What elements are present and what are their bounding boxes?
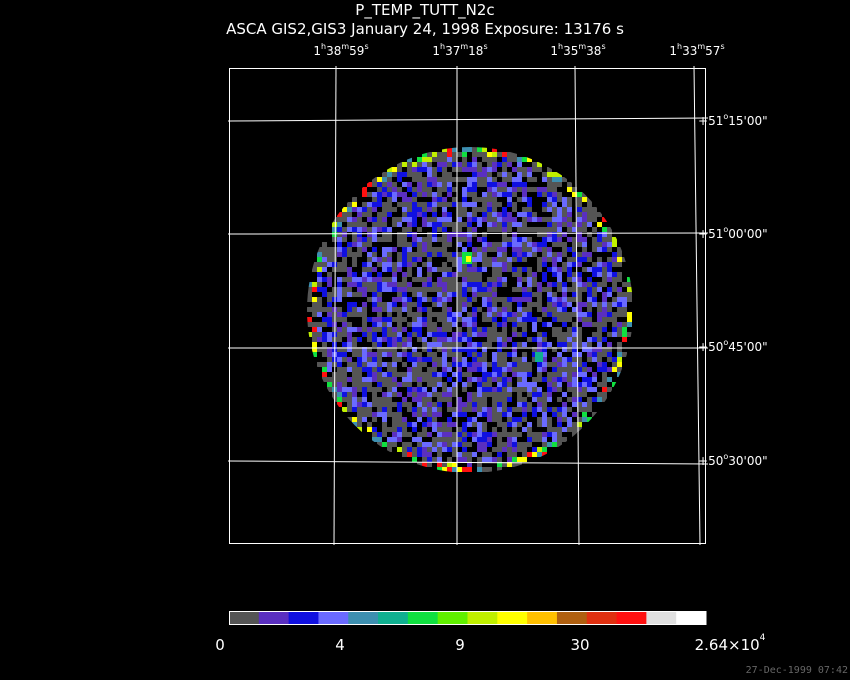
dec-label-2: +51o00'00" — [698, 225, 768, 241]
colorbar-swatch — [288, 611, 319, 625]
colorbar-swatch — [437, 611, 468, 625]
colorbar-swatch — [556, 611, 588, 625]
colorbar-swatch — [229, 611, 260, 625]
dec-grid-line — [227, 117, 709, 122]
coordinate-grid — [227, 65, 709, 546]
colorbar-tick-9: 9 — [455, 636, 465, 654]
dec-grid-line — [227, 232, 709, 235]
ra-grid-line — [333, 65, 337, 546]
dec-label-1: +51o15'00" — [698, 112, 768, 128]
image-subtitle: ASCA GIS2,GIS3 January 24, 1998 Exposure… — [226, 20, 624, 38]
image-title: P_TEMP_TUTT_N2c — [355, 1, 495, 19]
ra-grid-line — [693, 65, 701, 546]
ra-label-3: 1h35m38s — [550, 42, 606, 58]
colorbar-swatch — [497, 611, 528, 625]
x-ray-image-disk — [307, 147, 632, 472]
colorbar-swatch — [616, 611, 647, 625]
colorbar — [229, 611, 707, 625]
dec-grid-line — [227, 460, 709, 465]
colorbar-swatch — [318, 611, 349, 625]
colorbar-tick-4: 4 — [335, 636, 345, 654]
colorbar-swatch — [348, 611, 379, 625]
ra-label-2: 1h37m18s — [432, 42, 488, 58]
ra-label-1: 1h38m59s — [313, 42, 369, 58]
timestamp: 27-Dec-1999 07:42 — [745, 665, 848, 676]
dec-label-3: +50o45'00" — [698, 338, 768, 354]
ra-grid-line — [574, 65, 580, 546]
colorbar-tick-max: 2.64×104 — [694, 633, 766, 654]
colorbar-swatch — [586, 611, 618, 625]
dec-label-4: +50o30'00" — [698, 452, 768, 468]
colorbar-swatch — [378, 611, 409, 625]
colorbar-tick-0: 0 — [215, 636, 225, 654]
colorbar-swatch — [258, 611, 290, 625]
colorbar-swatch — [527, 611, 558, 625]
colorbar-swatch — [646, 611, 677, 625]
colorbar-outline — [229, 611, 706, 625]
colorbar-swatch — [467, 611, 498, 625]
colorbar-swatch — [676, 611, 707, 625]
plot-frame — [229, 68, 706, 544]
colorbar-tick-30: 30 — [570, 636, 590, 654]
colorbar-swatch — [407, 611, 439, 625]
ra-label-4: 1h33m57s — [669, 42, 725, 58]
